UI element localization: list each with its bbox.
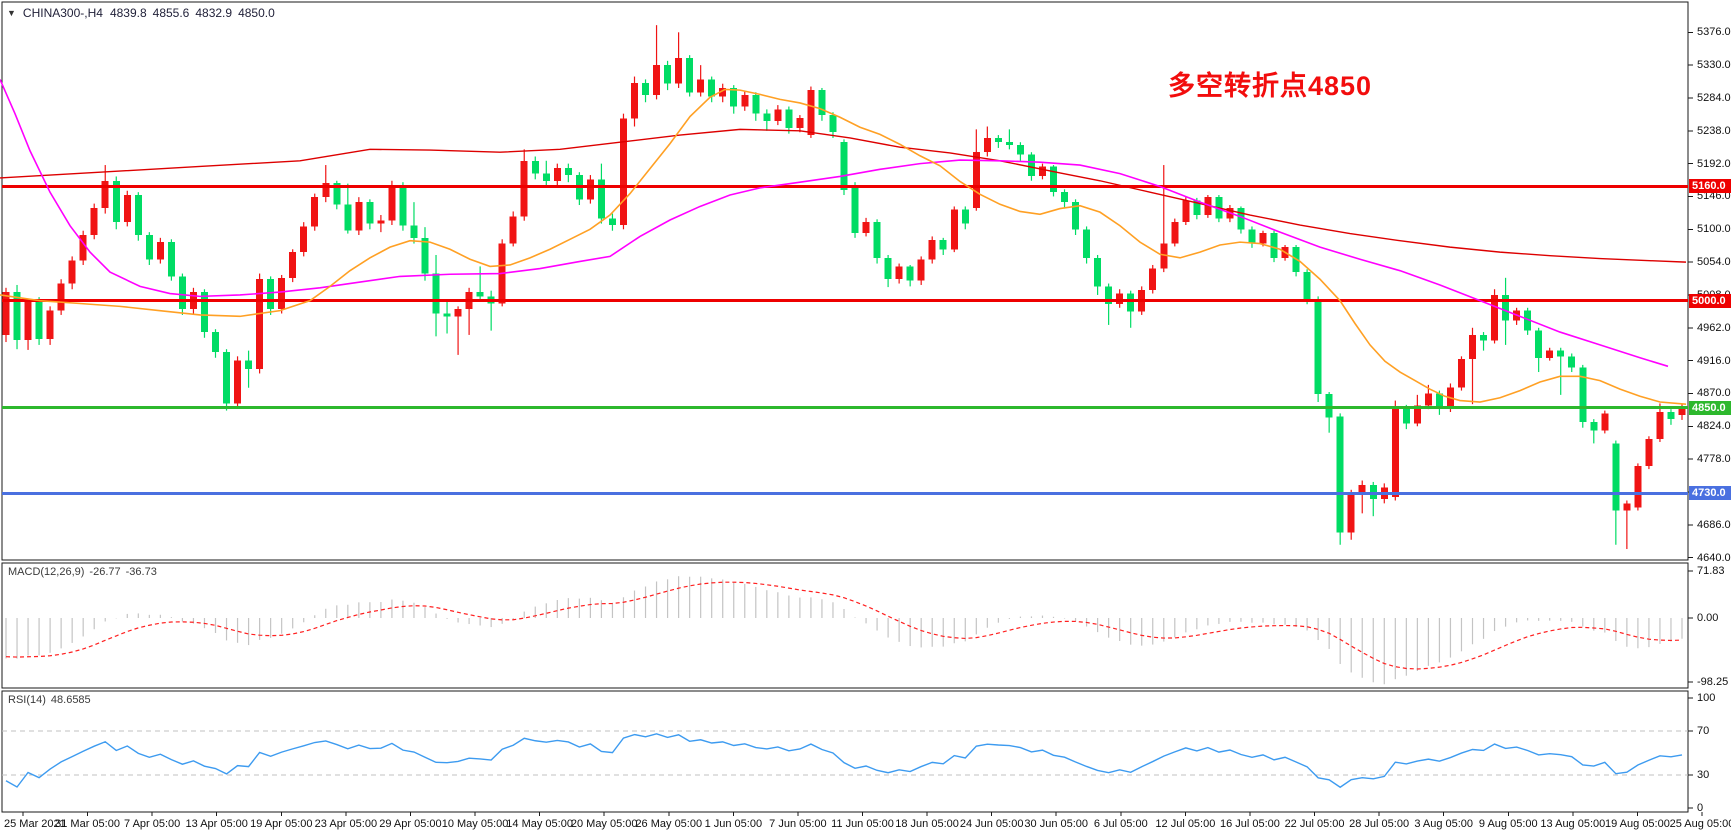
macd-tick-label: 71.83 [1697,565,1725,578]
price-tick-label: 4640.0 [1697,551,1731,564]
price-marker-badge: 4730.0 [1689,486,1731,501]
time-tick-label: 19 Apr 05:00 [250,818,313,830]
rsi-tick-label: 0 [1697,802,1704,814]
price-marker-badge: 5160.0 [1689,179,1731,194]
time-tick-label: 14 May 05:00 [506,818,573,830]
time-tick-label: 23 Apr 05:00 [314,818,378,830]
price-tick-label: 4962.0 [1697,321,1731,334]
time-tick-label: 28 Jul 05:00 [1349,818,1410,830]
price-tick-label: 4916.0 [1697,354,1731,367]
price-tick-label: 5054.0 [1697,256,1731,269]
rsi-indicator-label: RSI(14) 48.6585 [8,694,91,706]
time-tick-label: 11 Jun 05:00 [831,818,894,830]
ohlc-open: 4839.8 [109,6,147,20]
time-tick-label: 3 Aug 05:00 [1414,818,1474,830]
price-tick-label: 4686.0 [1697,518,1731,531]
ma-fast [0,88,1687,405]
macd-signal-value: -36.73 [125,566,157,578]
time-tick-label: 6 Jul 05:00 [1093,818,1148,830]
rsi-value: 48.6585 [50,694,91,706]
price-tick-label: 5330.0 [1697,59,1731,72]
time-tick-label: 13 Apr 05:00 [185,818,248,830]
price-tick-label: 5146.0 [1697,190,1731,203]
horizontal-level-lines [2,184,1688,495]
price-tick-label: 5284.0 [1697,91,1731,104]
rsi-tick-label: 70 [1697,725,1710,737]
ohlc-high: 4855.6 [152,6,190,20]
time-tick-label: 7 Apr 05:00 [124,818,181,830]
macd-main-value: -26.77 [89,566,121,578]
time-tick-label: 18 Jun 05:00 [895,818,959,830]
time-tick-label: 19 Aug 05:00 [1605,818,1670,830]
candles-layer [2,25,1686,550]
time-tick-label: 30 Jun 05:00 [1024,818,1089,830]
price-tick-label: 4824.0 [1697,420,1731,433]
ohlc-low: 4832.9 [195,6,233,20]
macd-name: MACD(12,26,9) [8,566,85,578]
time-tick-label: 9 Aug 05:00 [1478,818,1538,830]
macd-histogram [5,576,1683,685]
price-tick-label: 4778.0 [1697,453,1731,466]
macd-signal-line [5,581,1683,670]
time-tick-label: 22 Jul 05:00 [1284,818,1345,830]
macd-tick-label: 0.00 [1697,612,1719,624]
panel-borders [1,1,1689,813]
rsi-line-layer [5,733,1683,789]
rsi-tick-label: 30 [1697,769,1710,781]
rsi-level-lines [2,730,1688,776]
time-tick-label: 20 May 05:00 [570,818,638,830]
time-tick-label: 26 May 05:00 [635,818,703,830]
time-tick-label: 31 Mar 05:00 [55,818,120,830]
macd-tick-label: -98.25 [1697,676,1729,689]
time-tick-label: 25 Mar 2021 [4,818,66,830]
macd-indicator-label: MACD(12,26,9) -26.77 -36.73 [8,566,157,578]
time-tick-label: 29 Apr 05:00 [379,818,442,830]
price-marker-badge: 5000.0 [1689,293,1731,308]
macd-signal [5,581,1683,670]
chart-header: ▼ CHINA300-,H4 4839.8 4855.6 4832.9 4850… [7,6,275,20]
price-tick-label: 5238.0 [1697,124,1731,137]
chart-title: CHINA300-,H4 [22,6,103,20]
price-tick-label: 5192.0 [1697,157,1731,170]
price-tick-label: 5376.0 [1697,26,1731,39]
rsi-tick-label: 100 [1697,692,1716,704]
ma-lines-layer [0,79,1687,405]
rsi-name: RSI(14) [8,694,46,706]
price-tick-label: 5100.0 [1697,223,1731,236]
annotation-text: 多空转折点4850 [1168,71,1373,101]
time-tick-label: 13 Aug 05:00 [1540,818,1606,830]
time-tick-label: 16 Jul 05:00 [1219,818,1280,830]
time-tick-label: 10 May 05:00 [441,818,509,830]
time-tick-label: 7 Jun 05:00 [769,818,827,830]
time-tick-label: 1 Jun 05:00 [704,818,763,830]
ohlc-close: 4850.0 [238,6,275,20]
price-tick-label: 4870.0 [1697,387,1731,400]
rsi-line [5,733,1683,789]
axis-tick-marks [22,31,1703,816]
symbol-dropdown-icon[interactable]: ▼ [7,8,16,18]
time-tick-label: 25 Aug 05:00 [1669,818,1731,830]
price-marker-badge: 4850.0 [1689,400,1731,415]
ma-slow [0,128,1687,263]
time-tick-label: 12 Jul 05:00 [1155,818,1216,830]
time-tick-label: 24 Jun 05:00 [959,818,1024,830]
ma-medium [0,79,1669,368]
ohlc-values: 4839.8 4855.6 4832.9 4850.0 [110,6,275,20]
